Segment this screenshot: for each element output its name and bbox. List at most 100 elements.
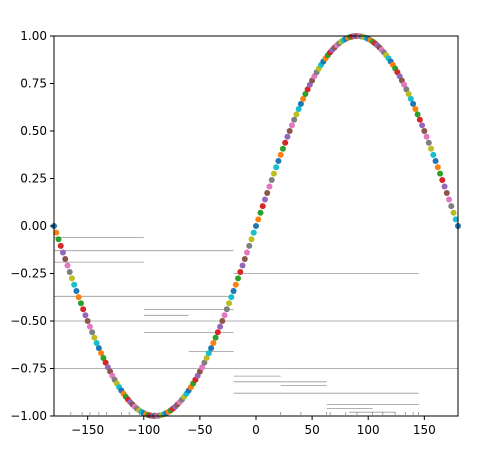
data-point [226,300,233,307]
data-point [423,133,430,140]
data-point [62,255,69,262]
data-point [71,281,78,288]
data-point [82,312,89,319]
data-point [259,203,266,210]
y-tick-label: 0.75 [20,77,47,91]
x-tick-label: 0 [252,423,260,437]
x-tick-label: 100 [357,423,380,437]
data-point [59,249,66,256]
data-point [279,145,286,152]
data-point [219,318,226,324]
y-tick-label: −0.25 [10,267,47,281]
data-point [295,106,302,113]
x-tick-label: 150 [413,423,436,437]
data-point [55,236,62,243]
data-point [293,111,300,118]
data-point [201,359,208,366]
data-point [77,300,84,307]
y-tick-label: 0.50 [20,124,47,138]
y-tick-label: −1.00 [10,409,47,423]
data-point [443,190,450,197]
y-tick-label: −0.75 [10,362,47,376]
data-point [73,287,80,294]
data-point [282,139,289,146]
data-point [66,268,73,275]
y-tick-label: 1.00 [20,29,47,43]
y-axis: 1.00 0.75 0.50 0.25 0.00 −0.25 −0.50 −0.75 −1.00 [10,29,54,423]
data-point [199,364,206,371]
data-point [401,81,408,88]
data-point [84,318,91,324]
data-point [428,145,435,152]
data-point [212,334,219,341]
data-point [228,294,235,301]
data-point [102,359,109,366]
data-point [210,339,217,346]
data-point [217,323,224,330]
y-tick-label: 0.00 [20,219,47,233]
x-tick-label: −50 [187,423,212,437]
data-point [425,139,432,146]
data-point [421,128,428,134]
data-point [432,158,439,165]
data-point [419,122,426,129]
data-point [273,164,280,171]
data-point [268,177,275,184]
data-point [304,86,311,93]
data-point [100,354,107,361]
data-point [439,177,446,184]
data-point [288,122,295,129]
data-point [450,209,457,216]
data-point [221,312,228,319]
data-point [208,345,215,352]
data-point [93,339,100,346]
data-point [277,151,284,158]
data-point [255,216,262,223]
data-point [275,158,282,165]
data-point [414,111,421,118]
data-point [270,170,277,177]
x-tick-label: −100 [127,423,160,437]
data-point [57,242,64,249]
data-point [403,86,410,93]
data-point [407,95,414,102]
data-point [416,116,423,123]
data-point [437,170,444,177]
data-point [441,183,448,190]
data-point [264,190,271,197]
data-point [434,164,441,171]
y-tick-label: 0.25 [20,172,47,186]
data-point [257,209,264,216]
data-point [412,106,419,113]
data-point [297,100,304,107]
data-point [291,116,298,123]
data-point [89,329,96,336]
data-point [80,306,87,313]
x-tick-label: 50 [304,423,319,437]
x-axis: −150 −100 −50 0 50 100 150 [71,416,436,437]
data-point [64,262,71,269]
data-point [448,203,455,210]
data-point [205,350,212,357]
data-point [75,294,82,301]
data-point [241,255,248,262]
data-point [261,196,268,203]
data-point [230,287,237,294]
data-point [452,216,459,223]
data-point [284,133,291,140]
data-point [266,183,273,190]
data-point [250,229,257,236]
data-point [430,151,437,158]
points-layer [51,33,461,419]
data-point [91,334,98,341]
data-point [248,236,255,243]
data-point [203,354,210,361]
data-point [98,350,105,357]
x-tick-label: −150 [71,423,104,437]
data-point [410,100,417,107]
data-point [244,249,251,256]
data-point [253,223,259,229]
data-point [239,262,246,269]
data-point [405,91,412,98]
